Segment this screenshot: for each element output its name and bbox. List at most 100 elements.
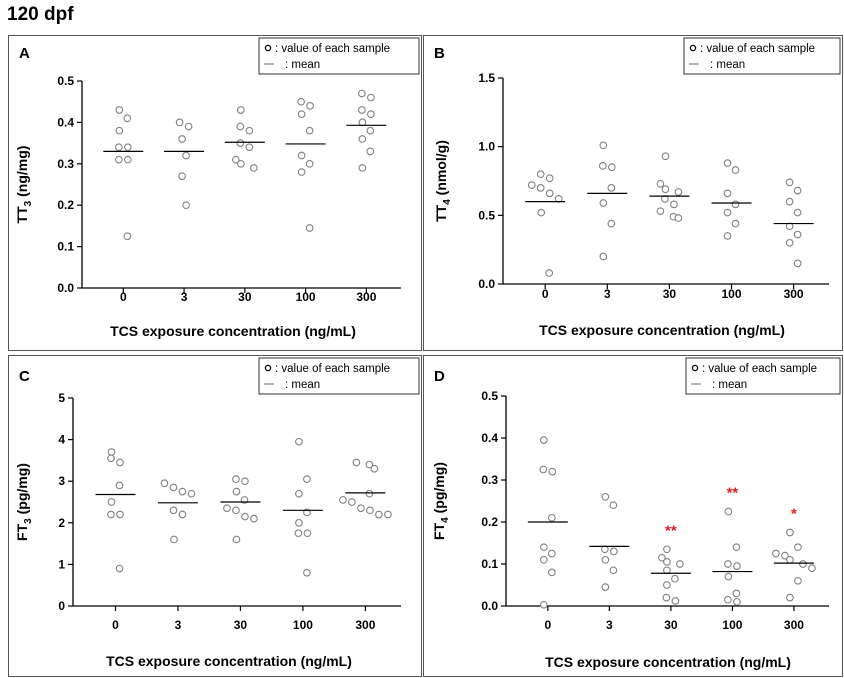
data-point xyxy=(545,174,554,183)
data-point xyxy=(547,513,556,522)
data-point xyxy=(661,152,670,161)
data-point xyxy=(656,179,665,188)
y-tick-label: 0.2 xyxy=(57,198,74,212)
figure-title: 120 dpf xyxy=(7,4,74,25)
y-tick-label: 0.5 xyxy=(57,74,74,88)
data-point xyxy=(305,224,314,232)
y-axis-title-pre: FT xyxy=(431,522,447,540)
data-point xyxy=(799,560,807,568)
y-axis-title-post: (pg/mg) xyxy=(14,463,30,518)
data-point xyxy=(601,555,610,564)
data-point xyxy=(123,155,132,164)
legend-mean-label: : mean xyxy=(285,379,320,391)
x-axis-title: TCS exposure concentration (ng/mL) xyxy=(110,323,356,339)
data-point xyxy=(723,232,732,240)
panel-letter: A xyxy=(19,45,30,62)
legend-point-label: : value of each sample xyxy=(702,363,817,375)
data-point xyxy=(175,118,184,127)
data-point xyxy=(785,178,794,187)
y-tick-label: 0.0 xyxy=(57,281,74,295)
data-point xyxy=(527,181,536,189)
x-tick-label: 30 xyxy=(663,287,677,301)
data-point xyxy=(731,219,740,228)
data-point xyxy=(607,219,616,228)
data-point xyxy=(663,581,671,589)
legend-circle-icon xyxy=(691,364,699,372)
significance-mark: * xyxy=(791,506,797,523)
y-tick-label: 0.5 xyxy=(481,389,498,403)
data-point xyxy=(107,510,115,519)
data-point xyxy=(793,230,802,239)
data-point xyxy=(367,110,375,118)
data-point xyxy=(676,560,684,568)
data-point xyxy=(178,172,186,181)
data-point xyxy=(607,184,616,192)
data-point xyxy=(601,545,609,554)
x-axis-title: TCS exposure concentration (ng/mL) xyxy=(545,654,791,670)
data-point xyxy=(786,555,794,564)
data-point xyxy=(547,549,556,558)
legend-point-label: : value of each sample xyxy=(275,363,390,375)
data-point xyxy=(297,97,305,106)
data-point xyxy=(733,597,741,606)
data-point xyxy=(598,162,607,170)
data-point xyxy=(232,535,241,544)
data-point xyxy=(123,143,132,152)
x-tick-label: 30 xyxy=(238,290,252,304)
y-tick-label: 0.4 xyxy=(57,115,74,129)
data-point xyxy=(160,479,169,488)
data-point xyxy=(732,589,741,598)
y-tick-label: 0 xyxy=(58,599,65,613)
data-point xyxy=(231,155,240,164)
data-point xyxy=(662,593,671,602)
data-point xyxy=(367,93,375,102)
x-tick-label: 100 xyxy=(296,290,316,304)
data-point xyxy=(674,188,683,196)
data-point xyxy=(305,159,314,168)
data-point xyxy=(539,543,548,552)
y-axis-title-post: (nmol/g) xyxy=(433,140,449,199)
x-axis-title: TCS exposure concentration (ng/mL) xyxy=(106,653,352,669)
legend-box xyxy=(683,37,841,75)
data-point xyxy=(250,514,258,523)
data-point xyxy=(236,139,245,147)
legend-box xyxy=(258,357,420,395)
x-tick-label: 3 xyxy=(604,287,611,301)
x-tick-label: 30 xyxy=(234,618,248,632)
panel-c: C: value of each sample: mean 0 1 2 3 4 5 0 3 30 1… xyxy=(8,355,422,677)
data-point xyxy=(663,545,671,554)
data-point xyxy=(115,106,124,114)
panel-letter: B xyxy=(434,45,445,62)
data-point xyxy=(781,551,789,560)
data-point xyxy=(794,576,802,585)
y-axis-title-post: (ng/mg) xyxy=(14,146,30,201)
y-tick-label: 1 xyxy=(58,557,65,571)
data-point xyxy=(305,126,314,135)
data-point xyxy=(793,259,802,268)
y-tick-label: 0.0 xyxy=(481,599,498,613)
y-tick-label: 0.1 xyxy=(481,557,498,571)
data-point xyxy=(733,562,741,570)
data-point xyxy=(599,199,608,207)
x-tick-label: 300 xyxy=(355,618,375,632)
data-point xyxy=(785,197,794,206)
chart-svg: B: value of each sample: mean 0.0 0.5 1.0 1.… xyxy=(433,37,841,338)
chart-svg: A: value of each sample: mean 0.0 0.1 0.2 0.… xyxy=(14,37,420,339)
legend-circle-icon xyxy=(264,364,272,372)
data-point xyxy=(295,489,303,498)
data-point xyxy=(232,506,240,515)
data-point xyxy=(236,106,245,114)
data-point xyxy=(601,492,610,501)
y-tick-label: 2 xyxy=(58,516,65,530)
legend-box xyxy=(685,357,841,395)
data-point xyxy=(352,458,361,467)
chart-svg: C: value of each sample: mean 0 1 2 3 4 5 0 3 30 1… xyxy=(14,357,420,669)
data-point xyxy=(184,122,193,131)
data-point xyxy=(366,506,374,515)
legend-circle-icon xyxy=(689,44,697,52)
data-point xyxy=(297,110,306,118)
data-point xyxy=(116,510,124,519)
y-tick-label: 0.0 xyxy=(478,277,495,291)
data-point xyxy=(297,151,306,160)
x-tick-label: 3 xyxy=(606,618,613,632)
